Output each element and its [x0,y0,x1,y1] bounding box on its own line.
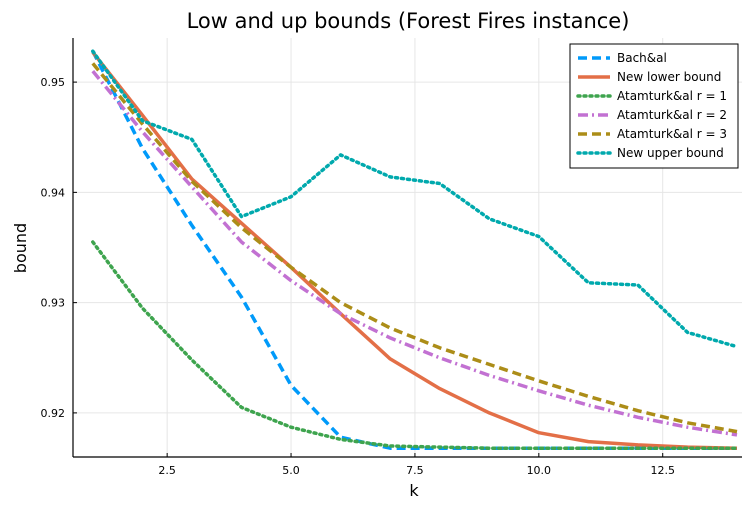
x-tick-label: 2.5 [158,464,176,477]
series-line-3 [91,240,739,450]
chart-title: Low and up bounds (Forest Fires instance… [187,9,630,33]
y-tick-label: 0.94 [41,186,66,199]
series-line-2 [91,51,738,450]
series-lines [91,49,739,450]
series-line-5 [91,62,738,434]
legend-label: New upper bound [617,146,724,160]
legend-label: Atamturk&al r = 1 [617,89,727,103]
series-line-4 [91,69,738,437]
x-tick-label: 10.0 [527,464,552,477]
tick-labels: 2.5 5.0 7.5 10.0 12.5 0.92 0.93 0.94 0.95 [41,76,675,477]
x-tick-label: 12.5 [650,464,675,477]
y-tick-label: 0.93 [41,297,66,310]
legend-box [569,43,739,169]
y-axis-label: bound [11,223,30,273]
x-tick-label: 7.5 [406,464,424,477]
x-axis-label: k [409,481,419,500]
y-tick-label: 0.92 [41,407,66,420]
series-line-6 [91,49,739,349]
legend-label: New lower bound [617,70,721,84]
legend-label: Atamturk&al r = 2 [617,108,727,122]
y-tick-label: 0.95 [41,76,66,89]
axes [72,38,742,458]
legend-label: Bach&al [617,51,667,65]
x-tick-label: 5.0 [282,464,300,477]
legend: Bach&al New lower bound Atamturk&al r = 1 A… [569,43,739,169]
legend-label: Atamturk&al r = 3 [617,127,727,141]
